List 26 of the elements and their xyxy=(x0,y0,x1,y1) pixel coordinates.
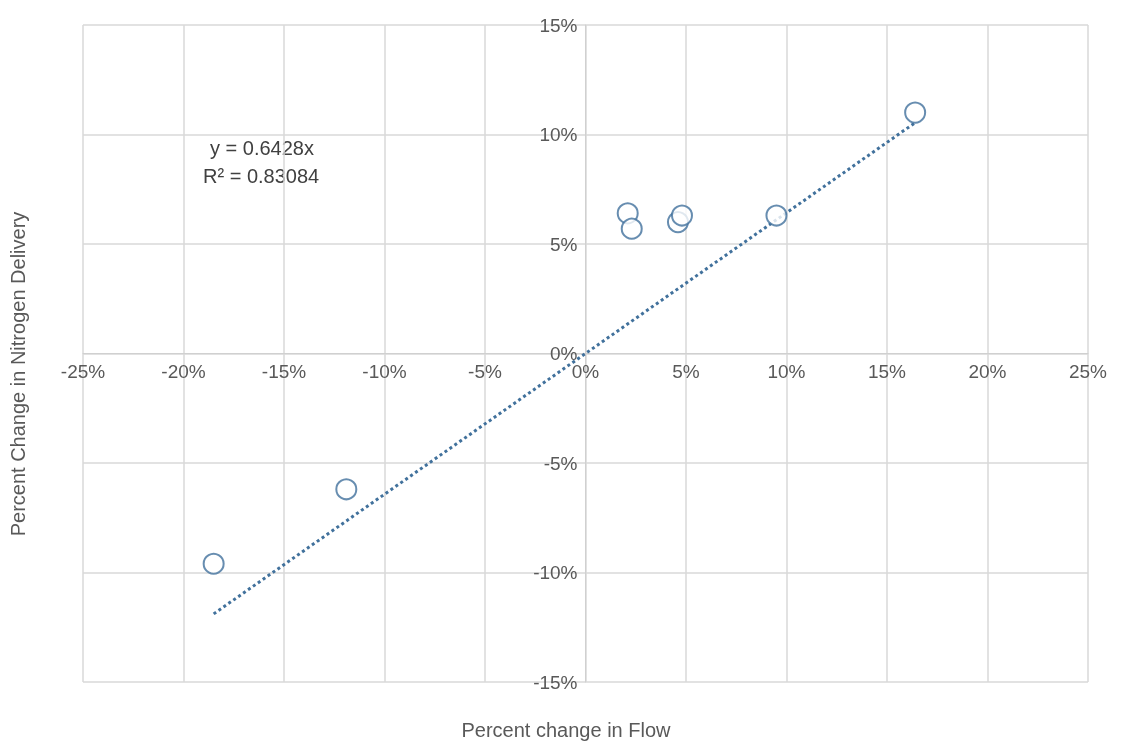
point xyxy=(904,101,927,124)
point xyxy=(335,478,358,501)
point xyxy=(671,204,693,227)
x-tick-label: 15% xyxy=(867,360,907,382)
annotation: y = 0.6428x xyxy=(210,137,314,159)
y-tick-label: 10% xyxy=(539,124,578,145)
x-tick-label: -25% xyxy=(60,360,106,382)
y-tick-label: -15% xyxy=(533,671,578,693)
x-axis-title: Percent change in Flow xyxy=(461,719,672,741)
point xyxy=(620,217,643,240)
y-tick-label: -10% xyxy=(533,562,578,583)
x-tick-label: 25% xyxy=(1068,360,1108,382)
annotation: R² = 0.83084 xyxy=(203,165,320,187)
x-tick-label: -20% xyxy=(161,360,206,382)
x-tick-label: -15% xyxy=(261,360,307,382)
y-axis-title: Percent Change in Nitrogen Delivery xyxy=(7,211,29,537)
x-tick-label: 20% xyxy=(968,360,1007,382)
x-tick-label: -10% xyxy=(362,360,407,382)
y-tick-label: 15% xyxy=(539,14,578,36)
y-tick-label: 5% xyxy=(550,233,578,255)
y-tick-label: -5% xyxy=(543,452,578,474)
point xyxy=(765,204,788,227)
x-tick-label: -5% xyxy=(468,360,502,382)
x-tick-label: 5% xyxy=(672,360,700,382)
x-tick-label: 10% xyxy=(767,360,806,382)
point xyxy=(202,552,225,575)
